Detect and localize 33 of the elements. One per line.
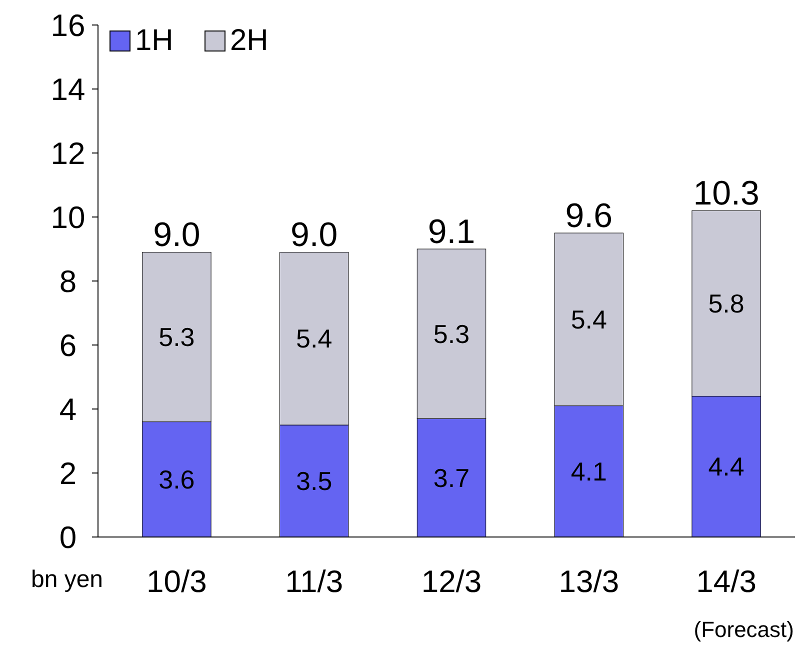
- legend-label: 2H: [230, 24, 268, 57]
- y-tick-label: 14: [50, 72, 86, 107]
- y-tick-label: 16: [50, 8, 86, 43]
- legend-label: 1H: [135, 24, 174, 57]
- total-label: 9.0: [153, 216, 200, 254]
- data-label: 5.3: [433, 318, 470, 349]
- x-tick-label: 11/3: [285, 564, 344, 599]
- total-label: 9.6: [565, 197, 613, 235]
- data-label: 3.6: [158, 464, 195, 494]
- y-tick-label: 2: [59, 456, 77, 491]
- data-label: 4.4: [708, 452, 744, 482]
- y-tick-label: 0: [59, 520, 77, 555]
- y-tick-label: 6: [59, 328, 77, 363]
- data-label: 5.3: [158, 322, 195, 352]
- y-tick-label: 8: [59, 264, 77, 299]
- data-label: 3.7: [433, 462, 470, 493]
- y-tick-label: 10: [50, 200, 86, 235]
- data-label: 3.5: [296, 466, 332, 496]
- data-label: 5.4: [570, 304, 607, 334]
- y-tick-label: 4: [59, 392, 77, 427]
- total-label: 9.1: [428, 213, 476, 251]
- text: (Forecast): [694, 617, 794, 642]
- total-label: 10.3: [693, 174, 760, 213]
- y-tick-label: 12: [50, 136, 86, 171]
- x-tick-label: 14/3: [696, 564, 756, 599]
- data-label: 5.4: [296, 324, 332, 354]
- y-axis-title: bn yen: [30, 566, 104, 593]
- x-tick-label: 12/3: [421, 564, 482, 599]
- total-label: 9.0: [290, 216, 338, 254]
- data-label: 4.1: [570, 456, 607, 486]
- x-tick-label: 13/3: [558, 564, 620, 599]
- x-tick-label: 10/3: [146, 564, 207, 599]
- data-label: 5.8: [708, 288, 744, 318]
